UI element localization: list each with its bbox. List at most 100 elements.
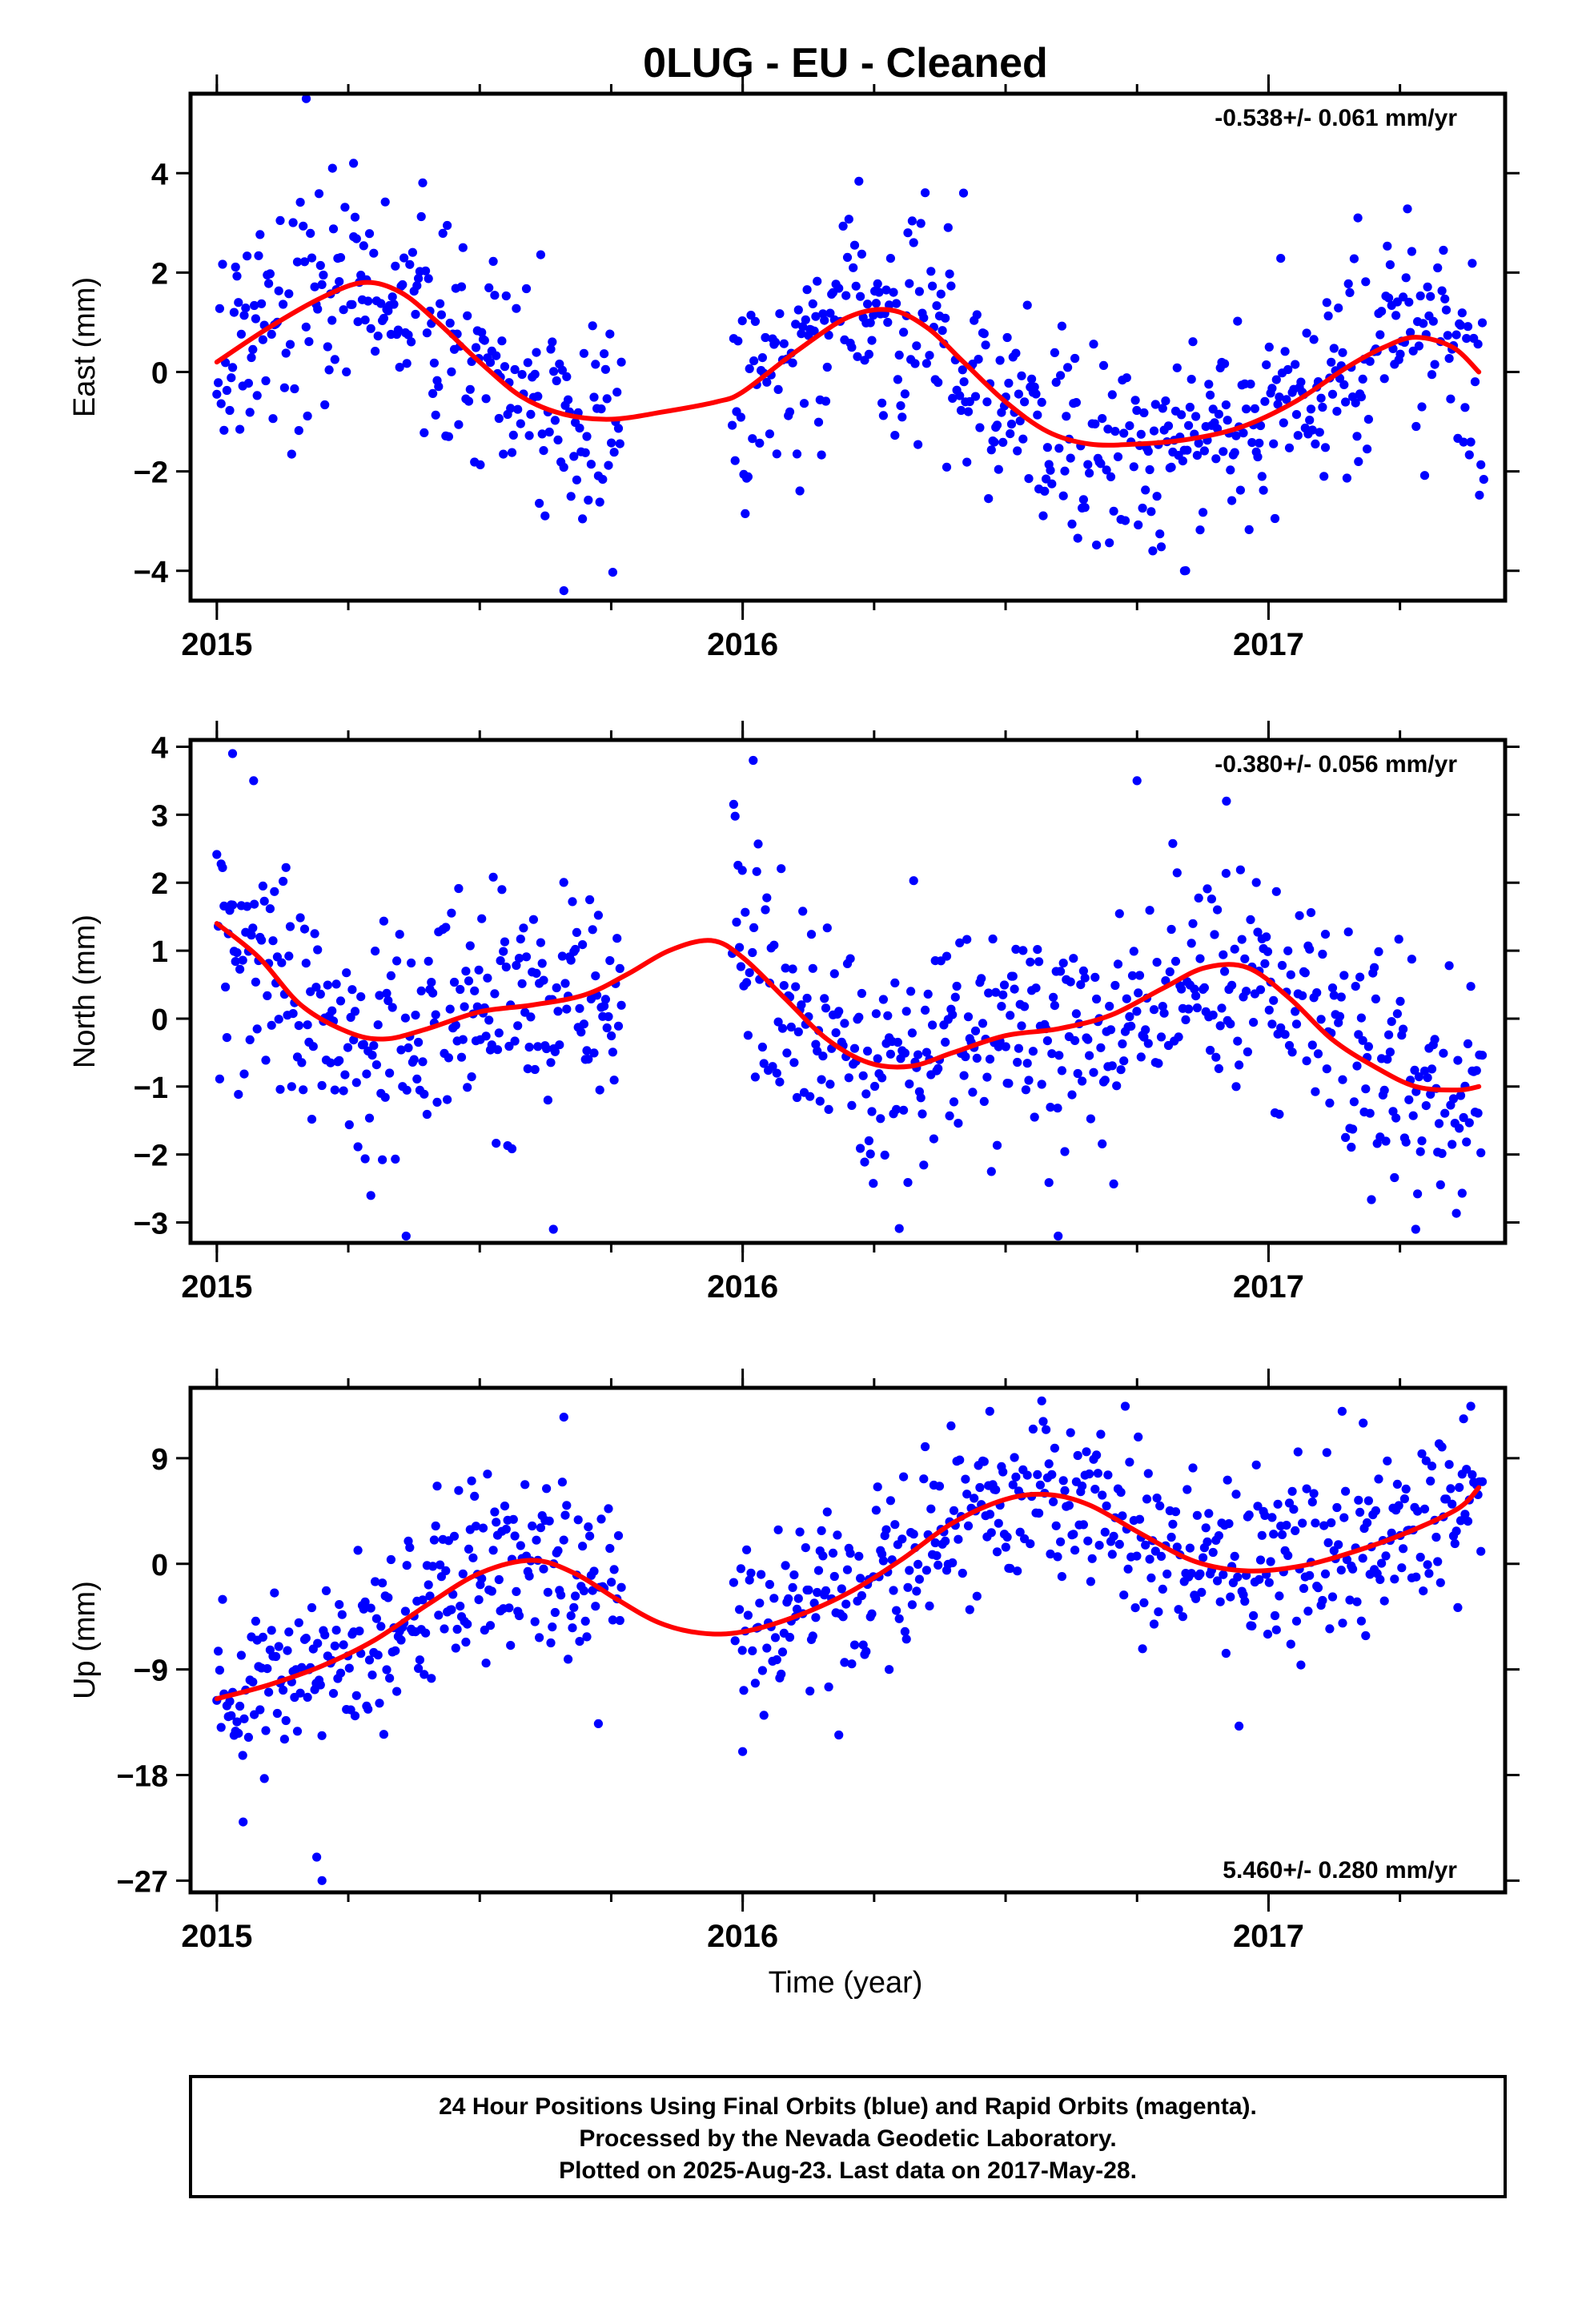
data-point bbox=[395, 363, 404, 372]
data-point bbox=[1013, 1057, 1022, 1068]
data-point bbox=[248, 1677, 258, 1687]
data-point bbox=[1177, 410, 1186, 420]
data-point bbox=[742, 978, 752, 987]
data-point bbox=[463, 311, 472, 320]
data-point bbox=[294, 1618, 303, 1627]
fit-curve bbox=[214, 1485, 1482, 1702]
data-point bbox=[520, 1480, 530, 1490]
data-point bbox=[912, 1586, 921, 1596]
data-point bbox=[788, 964, 797, 974]
data-point bbox=[901, 1634, 911, 1644]
data-point bbox=[409, 1055, 419, 1064]
data-point bbox=[335, 1600, 344, 1610]
data-point bbox=[279, 383, 289, 392]
data-point bbox=[379, 313, 388, 324]
data-point bbox=[1103, 424, 1113, 434]
data-point bbox=[557, 1478, 568, 1487]
data-point bbox=[1286, 970, 1295, 979]
data-point bbox=[809, 326, 819, 336]
data-point bbox=[1342, 473, 1351, 483]
data-point bbox=[353, 1546, 363, 1555]
data-point bbox=[965, 396, 974, 407]
data-point bbox=[1327, 1518, 1336, 1528]
data-point bbox=[1042, 443, 1052, 452]
data-point bbox=[1188, 919, 1198, 928]
data-point bbox=[854, 1012, 864, 1022]
data-point bbox=[315, 1680, 325, 1690]
data-point bbox=[458, 1035, 468, 1044]
data-point bbox=[530, 369, 540, 379]
data-point bbox=[548, 1224, 558, 1234]
data-point bbox=[385, 1674, 395, 1683]
data-point bbox=[465, 941, 475, 951]
data-points bbox=[212, 94, 1488, 596]
data-point bbox=[1426, 1089, 1435, 1099]
data-point bbox=[602, 394, 612, 404]
data-point bbox=[1034, 957, 1044, 967]
data-point bbox=[1239, 428, 1248, 438]
data-point bbox=[501, 291, 511, 301]
data-point bbox=[1214, 409, 1223, 419]
data-point bbox=[1300, 968, 1310, 978]
data-point bbox=[526, 409, 536, 419]
data-point bbox=[1213, 905, 1223, 915]
data-point bbox=[820, 994, 829, 1003]
data-point bbox=[750, 1072, 761, 1082]
data-point bbox=[1351, 398, 1360, 408]
data-point bbox=[231, 262, 240, 272]
data-point bbox=[909, 238, 918, 247]
data-point bbox=[391, 1646, 400, 1655]
data-point bbox=[449, 1531, 460, 1541]
data-point bbox=[813, 1566, 824, 1575]
data-point bbox=[524, 431, 534, 440]
data-point bbox=[986, 1167, 996, 1176]
data-point bbox=[1233, 1036, 1243, 1046]
data-point bbox=[1112, 1081, 1122, 1091]
data-point bbox=[579, 1586, 589, 1596]
data-point bbox=[1336, 1566, 1346, 1575]
data-point bbox=[1134, 971, 1145, 980]
data-point bbox=[267, 329, 276, 339]
data-point bbox=[849, 263, 858, 272]
data-point bbox=[1042, 1036, 1052, 1046]
data-point bbox=[513, 404, 523, 414]
data-point bbox=[434, 382, 444, 392]
data-point bbox=[559, 462, 568, 472]
data-point bbox=[877, 1550, 887, 1559]
data-point bbox=[281, 1715, 291, 1726]
data-point bbox=[506, 404, 516, 413]
data-point bbox=[314, 189, 324, 199]
data-point bbox=[281, 348, 291, 358]
data-point bbox=[481, 1659, 491, 1668]
data-point bbox=[869, 1179, 878, 1188]
data-point bbox=[925, 1601, 934, 1610]
data-point bbox=[802, 993, 812, 1003]
data-point bbox=[974, 355, 983, 364]
data-point bbox=[559, 878, 568, 887]
data-point bbox=[445, 318, 455, 328]
data-point bbox=[730, 456, 740, 465]
data-point bbox=[847, 1100, 857, 1110]
data-point bbox=[1070, 1035, 1080, 1045]
data-point bbox=[1118, 1511, 1127, 1521]
data-point bbox=[218, 259, 227, 269]
data-point bbox=[889, 287, 898, 297]
data-point bbox=[1444, 961, 1454, 971]
data-point bbox=[972, 1591, 982, 1601]
data-point bbox=[225, 1696, 235, 1707]
data-point bbox=[1395, 996, 1405, 1006]
data-point bbox=[978, 1019, 988, 1028]
data-point bbox=[1113, 452, 1123, 462]
data-point bbox=[1092, 994, 1102, 1004]
data-point bbox=[327, 1006, 337, 1015]
data-point bbox=[571, 1591, 580, 1601]
data-point bbox=[616, 1000, 626, 1010]
data-point bbox=[1259, 485, 1268, 495]
data-point bbox=[822, 362, 832, 372]
data-point bbox=[589, 1048, 599, 1058]
data-point bbox=[607, 438, 616, 448]
data-point bbox=[1219, 950, 1228, 959]
data-point bbox=[1134, 1432, 1143, 1441]
data-point bbox=[1419, 1066, 1430, 1076]
data-point bbox=[1106, 472, 1116, 482]
